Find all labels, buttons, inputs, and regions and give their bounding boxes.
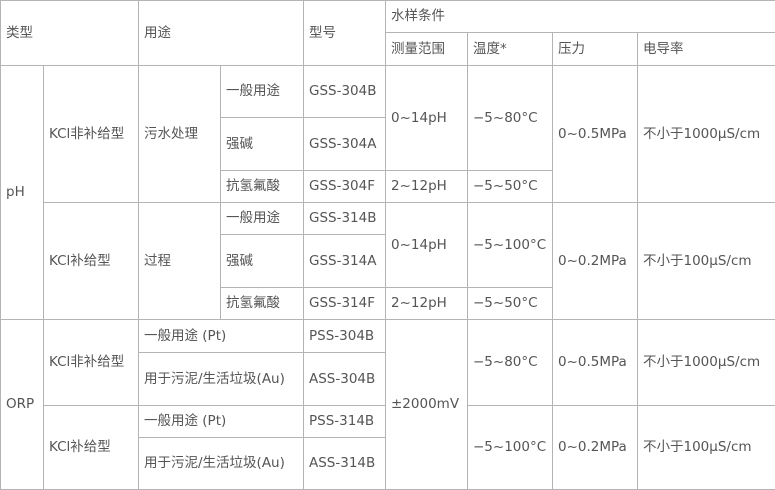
temp-cell: −5~80°C (467, 65, 553, 171)
table-row: 用于污泥/生活垃圾(Au) ASS-314B (1, 437, 775, 490)
header-type: 类型 (0, 0, 139, 66)
header-range: 测量范围 (385, 32, 468, 66)
header-usage: 用途 (138, 0, 304, 66)
conductivity-cell: 不小于1000μS/cm (637, 65, 775, 203)
conductivity-cell: 不小于100μS/cm (637, 405, 775, 490)
model-cell: GSS-314B (303, 202, 386, 235)
temp-cell: −5~100°C (467, 202, 553, 288)
range-cell: 2~12pH (385, 170, 468, 203)
range-cell: 0~14pH (385, 65, 468, 171)
range-cell: 0~14pH (385, 202, 468, 288)
usage-cell: 用于污泥/生活垃圾(Au) (138, 352, 304, 406)
usage-cell: 污水处理 (138, 65, 221, 203)
pressure-cell: 0~0.5MPa (552, 65, 638, 203)
model-cell: GSS-304F (303, 170, 386, 203)
type-cell: KCl补给型 (43, 202, 139, 320)
model-cell: GSS-304A (303, 117, 386, 171)
header-conductivity: 电导率 (637, 32, 775, 66)
usage-cell: 过程 (138, 202, 221, 320)
conductivity-cell: 不小于100μS/cm (637, 202, 775, 320)
table-row: 抗氢氟酸 GSS-314F 2~12pH −5~50°C (1, 287, 775, 320)
model-cell: GSS-314A (303, 234, 386, 288)
model-cell: PSS-314B (303, 405, 386, 438)
table-row: KCl补给型 一般用途 (Pt) PSS-314B −5~100°C 0~0.2… (1, 405, 775, 490)
temp-cell: −5~50°C (467, 170, 553, 203)
table-row: KCl补给型 过程 一般用途 GSS-314B 0~14pH −5~100°C … (1, 202, 775, 320)
type-cell: KCl非补给型 (43, 65, 139, 203)
table-row: 强碱 GSS-304A (1, 117, 775, 171)
model-cell: PSS-304B (303, 319, 386, 353)
header-conditions: 水样条件 (385, 0, 775, 33)
table-row: pH KCl非补给型 污水处理 一般用途 GSS-304B 0~14pH −5~… (0, 65, 775, 320)
model-cell: ASS-314B (303, 437, 386, 490)
temp-cell: −5~80°C (467, 319, 553, 406)
table-row: ORP KCl非补给型 一般用途 (Pt) PSS-304B ±2000mV −… (0, 319, 775, 490)
pressure-cell: 0~0.5MPa (552, 319, 638, 406)
orp-label: ORP (0, 319, 44, 490)
model-cell: GSS-314F (303, 287, 386, 320)
header-pressure: 压力 (552, 32, 638, 66)
temp-cell: −5~100°C (467, 405, 553, 490)
model-cell: ASS-304B (303, 352, 386, 406)
conductivity-cell: 不小于1000μS/cm (637, 319, 775, 406)
table-row: 强碱 GSS-314A (1, 234, 775, 288)
sub-usage-cell: 强碱 (220, 234, 304, 288)
type-cell: KCl补给型 (43, 405, 139, 490)
sub-usage-cell: 强碱 (220, 117, 304, 171)
sub-usage-cell: 一般用途 (220, 202, 304, 235)
sub-usage-cell: 抗氢氟酸 (220, 170, 304, 203)
ph-label: pH (0, 65, 44, 320)
usage-cell: 一般用途 (Pt) (138, 319, 304, 353)
temp-cell: −5~50°C (467, 287, 553, 320)
range-cell: ±2000mV (385, 319, 468, 490)
header-temp: 温度* (467, 32, 553, 66)
range-cell: 2~12pH (385, 287, 468, 320)
usage-cell: 一般用途 (Pt) (138, 405, 304, 438)
table-row: 用于污泥/生活垃圾(Au) ASS-304B (1, 352, 775, 406)
type-cell: KCl非补给型 (43, 319, 139, 406)
sub-usage-cell: 一般用途 (220, 65, 304, 118)
model-cell: GSS-304B (303, 65, 386, 118)
usage-cell: 用于污泥/生活垃圾(Au) (138, 437, 304, 490)
pressure-cell: 0~0.2MPa (552, 405, 638, 490)
pressure-cell: 0~0.2MPa (552, 202, 638, 320)
sub-usage-cell: 抗氢氟酸 (220, 287, 304, 320)
table-row: 抗氢氟酸 GSS-304F 2~12pH −5~50°C (1, 170, 775, 203)
header-model: 型号 (303, 0, 386, 66)
